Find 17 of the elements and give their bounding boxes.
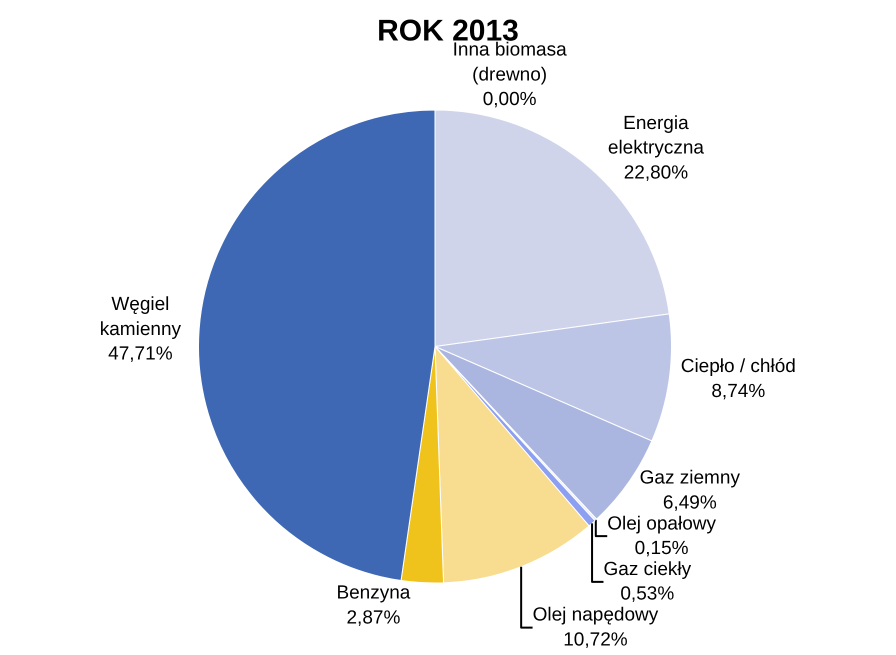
data-label: 8,74% <box>711 380 766 402</box>
data-label: 6,49% <box>662 492 717 514</box>
data-label: 0,53% <box>620 584 674 605</box>
slice-label: Benzyna <box>336 582 411 604</box>
slice-label: Ciepło / chłód <box>680 356 796 378</box>
slice-label: Olej opałowy <box>607 513 716 534</box>
slice-label: Węgiel kamienny <box>100 294 182 340</box>
slice-label: Gaz ciekły <box>603 559 692 580</box>
data-label: 47,71% <box>108 343 173 364</box>
data-label: 22,80% <box>624 162 688 184</box>
slice-label: Energia elektryczna <box>608 112 704 159</box>
slice-label: Gaz ziemny <box>640 468 740 489</box>
data-label: 2,87% <box>346 607 400 628</box>
data-label: 0,15% <box>634 538 689 560</box>
slice-label: Olej napędowy <box>532 604 659 626</box>
data-label: 10,72% <box>563 629 628 650</box>
text: 0,00% <box>482 89 537 110</box>
